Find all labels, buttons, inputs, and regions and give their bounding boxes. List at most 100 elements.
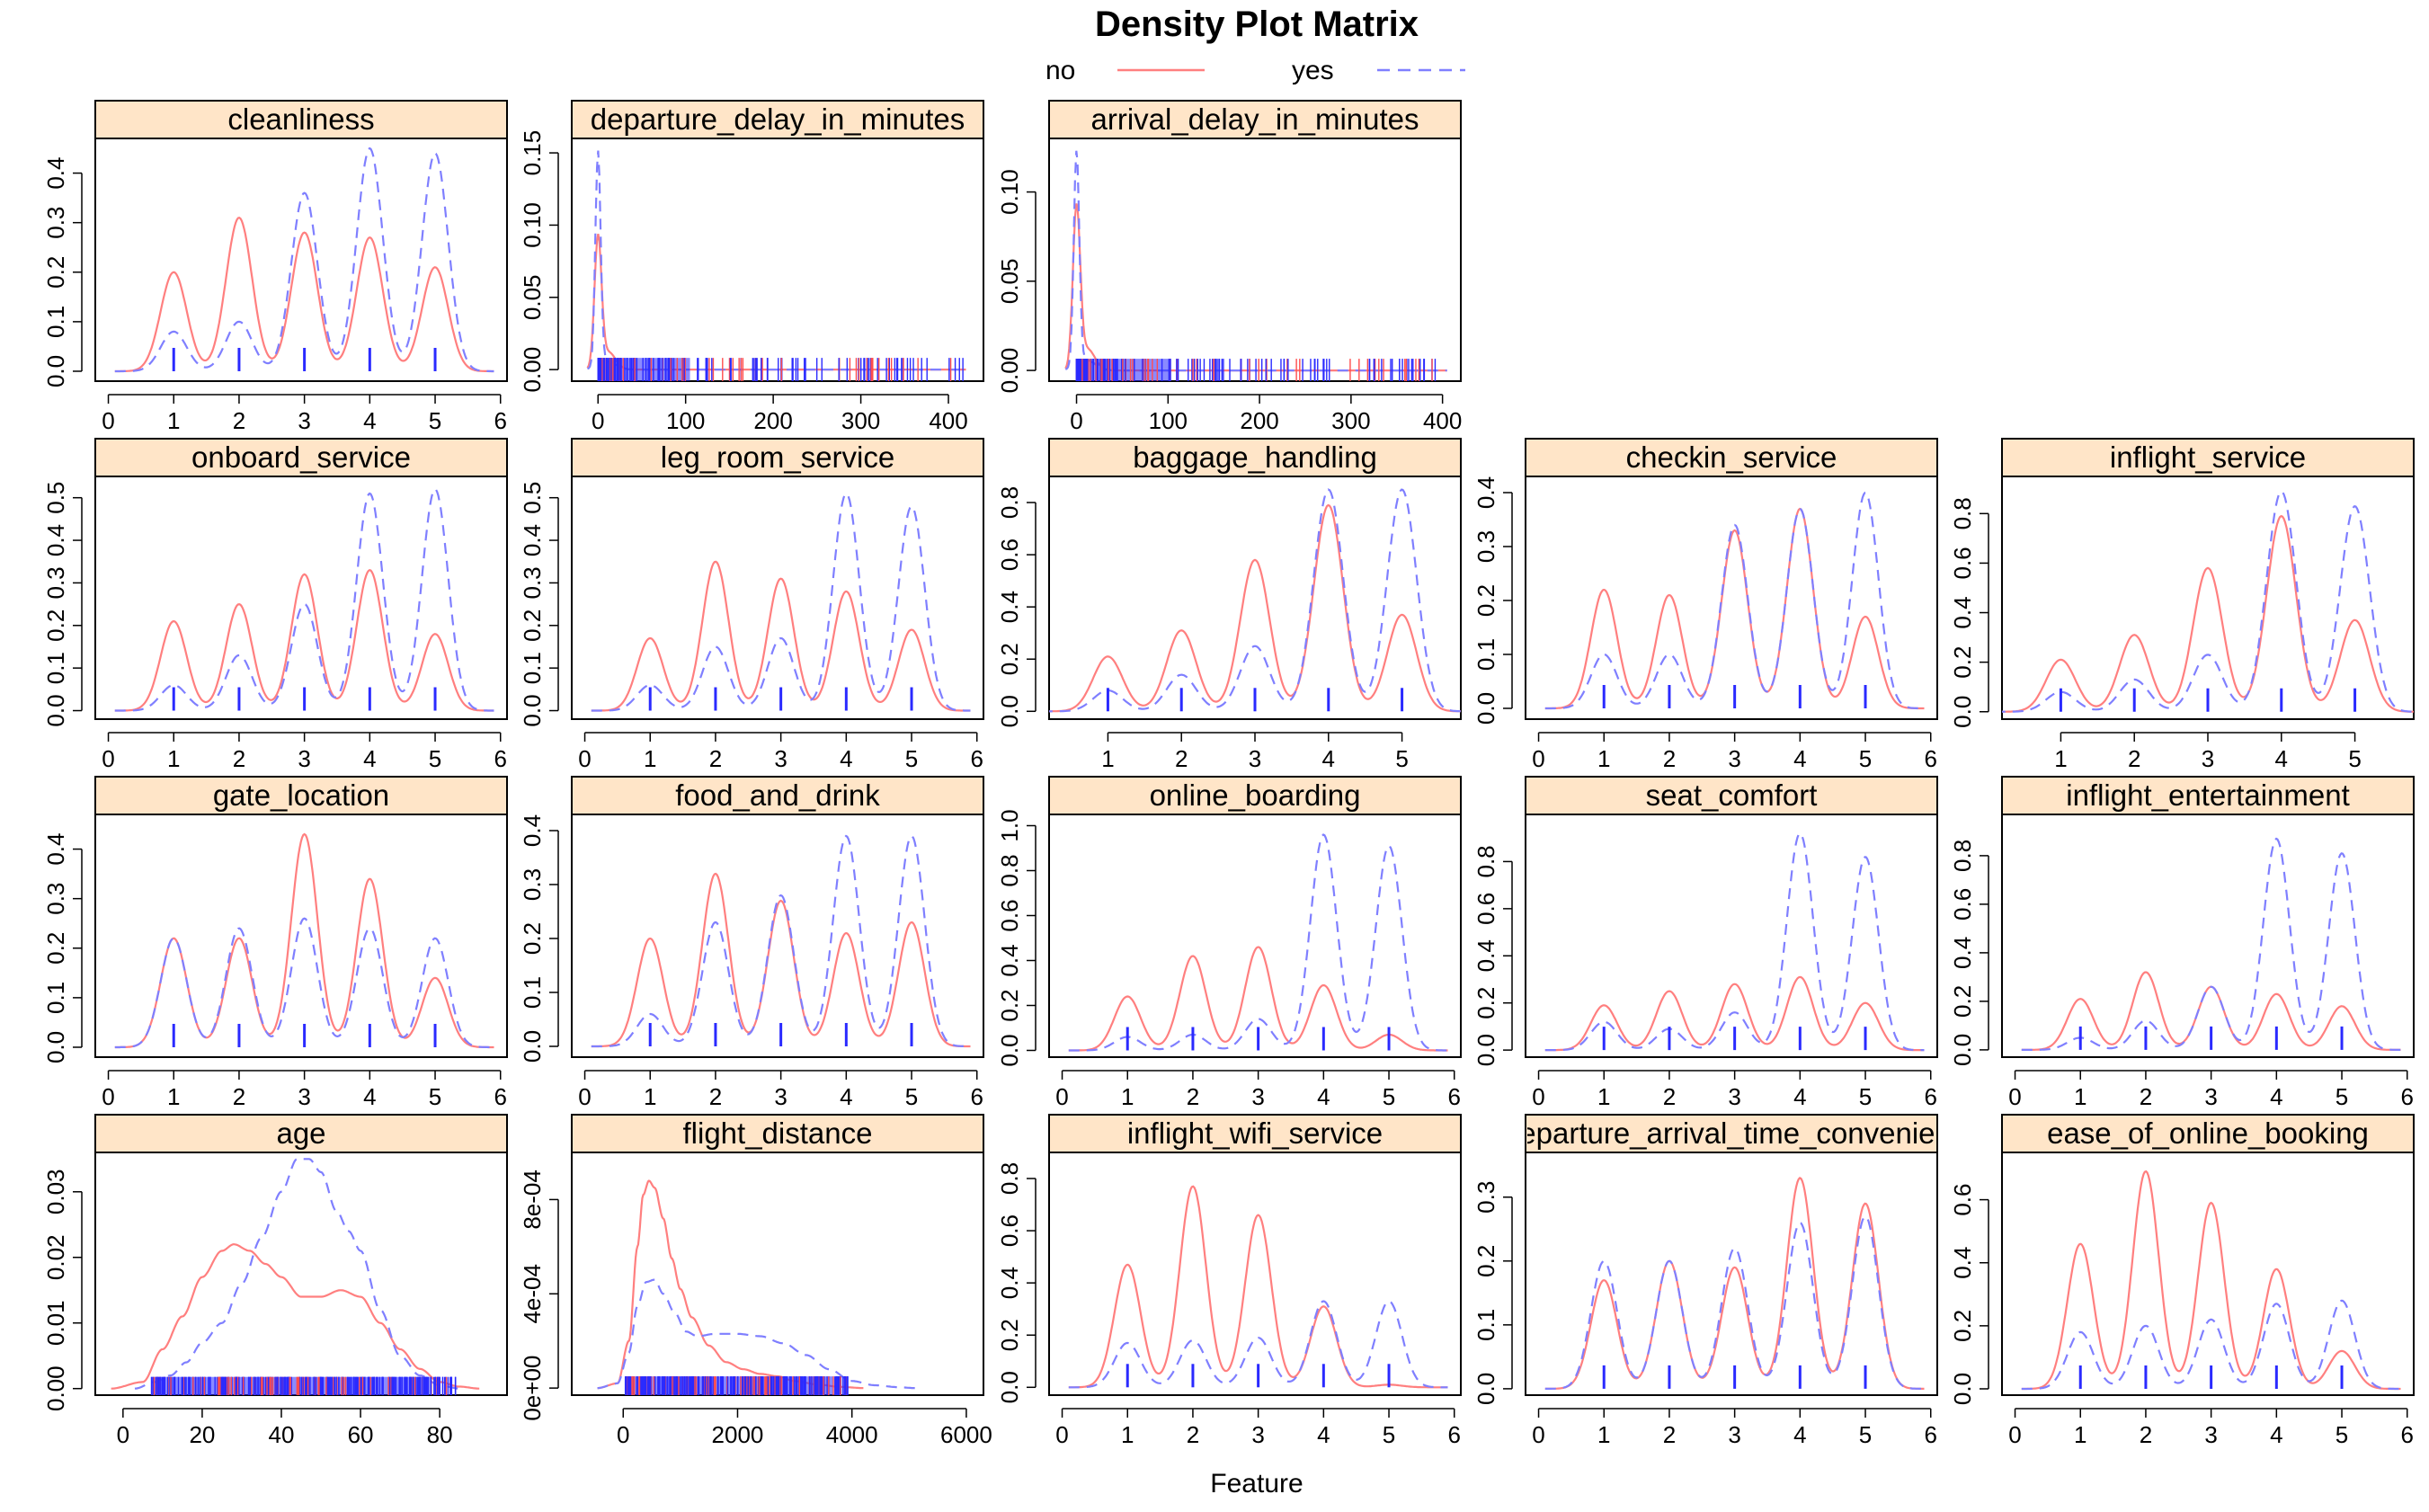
series-line-no	[1068, 946, 1448, 1052]
y-tick-label: 0.6	[996, 899, 1023, 931]
x-tick-label: 3	[2204, 1083, 2217, 1110]
y-tick-label: 0.0	[1473, 1373, 1499, 1405]
y-tick-label: 0.5	[42, 482, 69, 514]
series-line-yes	[114, 917, 494, 1049]
y-tick-label: 0.4	[519, 814, 546, 847]
x-tick-label: 4	[363, 407, 376, 434]
y-tick-label: 4e-04	[519, 1264, 546, 1324]
plot-frame	[571, 138, 984, 382]
x-tick-label: 4	[2275, 745, 2288, 772]
panel-title: food_and_drink	[675, 778, 880, 812]
series-line-no	[2002, 514, 2414, 713]
y-tick-label: 0.1	[42, 982, 69, 1014]
y-tick-label: 0.2	[1949, 646, 1976, 679]
series-line-no	[1544, 975, 1925, 1052]
panel-food-and-drink: food_and_drink 0 1 2 3 4 5 6 0.0 0.1 0.2 0.3 0.4	[519, 776, 984, 1110]
y-tick-label: 0.2	[1473, 584, 1499, 617]
x-tick-label: 5	[429, 1083, 441, 1110]
rug	[1106, 688, 1404, 712]
y-tick-label: 0.3	[1473, 530, 1499, 563]
series-line-no	[1064, 203, 1447, 372]
x-axis: 0 1 2 3 4 5 6	[1532, 732, 1937, 772]
x-tick-label: 2	[709, 745, 722, 772]
x-tick-label: 4	[1793, 1083, 1806, 1110]
x-tick-label: 3	[1728, 745, 1740, 772]
x-tick-label: 0	[102, 745, 114, 772]
y-tick-label: 0.01	[42, 1300, 69, 1346]
series-line-no	[1544, 507, 1925, 710]
y-axis: 0.0 0.2 0.4 0.6 0.8	[996, 486, 1037, 727]
panel-cleanliness: cleanliness 0 1 2 3 4 5 6 0.0 0.1 0.2 0.3 0.4	[42, 100, 508, 434]
y-tick-label: 0.0	[519, 1030, 546, 1063]
y-tick-label: 0.2	[519, 922, 546, 955]
y-axis: 0.00 0.05 0.10 0.15	[519, 130, 559, 393]
plot-frame	[94, 476, 508, 720]
y-tick-label: 1.0	[996, 809, 1023, 841]
x-tick-label: 40	[269, 1421, 295, 1448]
y-tick-label: 0.6	[1949, 547, 1976, 579]
y-tick-label: 0.8	[996, 1162, 1023, 1195]
x-tick-label: 200	[753, 407, 792, 434]
series-line-yes	[2002, 490, 2414, 713]
series-line-yes	[134, 1158, 460, 1390]
panel-seat-comfort: seat_comfort 0 1 2 3 4 5 6 0.0 0.2 0.4 0.6 0.8	[1473, 776, 1938, 1110]
x-tick-label: 6	[1924, 745, 1936, 772]
series-line-yes	[1544, 1214, 1925, 1390]
y-tick-label: 0.2	[42, 609, 69, 642]
x-tick-label: 1	[1101, 745, 1114, 772]
panel-arrival-delay-in-minutes: arrival_delay_in_minutes 0 100 200 300 400 0.0…	[996, 100, 1462, 434]
rug	[2059, 688, 2357, 712]
y-tick-label: 0.8	[1949, 497, 1976, 529]
y-tick-label: 0.3	[42, 883, 69, 915]
x-tick-label: 4	[363, 745, 376, 772]
rug	[648, 1023, 913, 1046]
panel-checkin-service: checkin_service 0 1 2 3 4 5 6 0.0 0.1 0.2 0.3 0.4	[1473, 438, 1938, 772]
y-tick-label: 0.1	[519, 652, 546, 684]
panel-inflight-service: inflight_service 1 2 3 4 5 0.0 0.2 0.4 0.6 0.8	[1949, 438, 2415, 772]
x-tick-label: 6	[970, 1083, 983, 1110]
y-tick-label: 0.0	[996, 1034, 1023, 1066]
strip-arrival-delay-in-minutes	[1048, 100, 1462, 139]
strip-departure-arrival-time-convenient	[1525, 1114, 1938, 1153]
x-tick-label: 100	[1149, 407, 1188, 434]
x-tick-label: 4	[2270, 1083, 2282, 1110]
y-tick-label: 0.6	[1949, 888, 1976, 921]
y-tick-label: 0.0	[42, 1031, 69, 1063]
x-tick-label: 2	[2140, 1083, 2152, 1110]
x-tick-label: 2	[1175, 745, 1188, 772]
strip-food-and-drink	[571, 776, 984, 815]
y-axis: 0.0 0.2 0.4 0.6 0.8	[1473, 845, 1513, 1066]
x-tick-label: 3	[298, 407, 310, 434]
x-tick-label: 80	[427, 1421, 453, 1448]
panel-title: leg_room_service	[661, 440, 894, 474]
x-tick-label: 1	[2054, 745, 2067, 772]
x-axis: 0 1 2 3 4 5 6	[102, 394, 507, 434]
x-tick-label: 5	[1859, 1083, 1872, 1110]
plot-frame	[2001, 476, 2415, 720]
x-tick-label: 0	[578, 745, 591, 772]
x-axis: 1 2 3 4 5	[1101, 732, 1409, 772]
x-tick-label: 5	[429, 745, 441, 772]
x-tick-label: 5	[2336, 1083, 2348, 1110]
series-line-no	[1068, 1185, 1448, 1389]
x-tick-label: 4000	[826, 1421, 878, 1448]
x-tick-label: 5	[2348, 745, 2361, 772]
y-tick-label: 0.6	[996, 1214, 1023, 1247]
y-tick-label: 0.6	[996, 538, 1023, 571]
panel-gate-location: gate_location 0 1 2 3 4 5 6 0.0 0.1 0.2 0.3 0.4	[42, 776, 508, 1110]
y-tick-label: 0.03	[42, 1169, 69, 1214]
y-tick-label: 0.0	[1949, 1034, 1976, 1066]
x-tick-label: 6	[1447, 1083, 1460, 1110]
y-tick-label: 0.00	[42, 1365, 69, 1411]
x-axis: 0 100 200 300 400	[592, 394, 968, 434]
rug	[150, 1376, 457, 1395]
series-line-yes	[114, 488, 494, 712]
series-line-yes	[1049, 488, 1461, 713]
series-line-yes	[1068, 1300, 1448, 1389]
y-tick-label: 0.00	[519, 347, 546, 393]
x-tick-label: 6	[2400, 1421, 2413, 1448]
legend-label-yes: yes	[1292, 56, 1334, 85]
y-axis: 0e+00 4e-04 8e-04	[519, 1170, 559, 1421]
x-axis: 0 1 2 3 4 5 6	[102, 732, 507, 772]
